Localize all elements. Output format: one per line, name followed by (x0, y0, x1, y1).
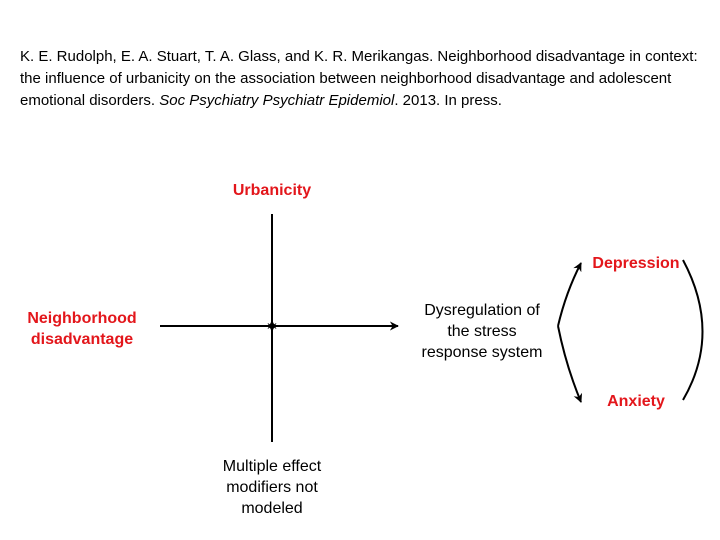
neighborhood-label-line2: disadvantage (30, 331, 134, 348)
urbanicity-label: Urbanicity (232, 182, 312, 199)
effect-modifiers-label: Multiple effect modifiers not modeled (197, 456, 347, 519)
dysregulation-label: Dysregulation of the stress response sys… (402, 300, 562, 363)
modifiers-label-line3: modeled (241, 500, 303, 517)
dysregulation-label-line1: Dysregulation of (424, 302, 540, 319)
citation-journal: Soc Psychiatry Psychiatr Epidemiol (159, 92, 395, 109)
modifiers-label-line2: modifiers not (226, 479, 318, 496)
comorbidity-bracket (682, 259, 704, 401)
modifiers-label-line1: Multiple effect (222, 458, 322, 475)
neighborhood-label-line1: Neighborhood (27, 310, 137, 327)
anxiety-branch-arrow (557, 325, 583, 403)
citation-year-status: . 2013. In press. (394, 92, 502, 109)
depression-branch-arrow (557, 262, 582, 327)
citation-text: K. E. Rudolph, E. A. Stuart, T. A. Glass… (20, 46, 710, 112)
anxiety-label: Anxiety (607, 393, 665, 410)
dysregulation-label-line3: response system (421, 344, 543, 361)
dysregulation-label-line2: the stress (447, 323, 517, 340)
neighborhood-disadvantage-label: Neighborhood disadvantage (12, 308, 152, 350)
citation-authors-title: K. E. Rudolph, E. A. Stuart, T. A. Glass… (20, 48, 698, 109)
depression-label: Depression (592, 255, 680, 272)
